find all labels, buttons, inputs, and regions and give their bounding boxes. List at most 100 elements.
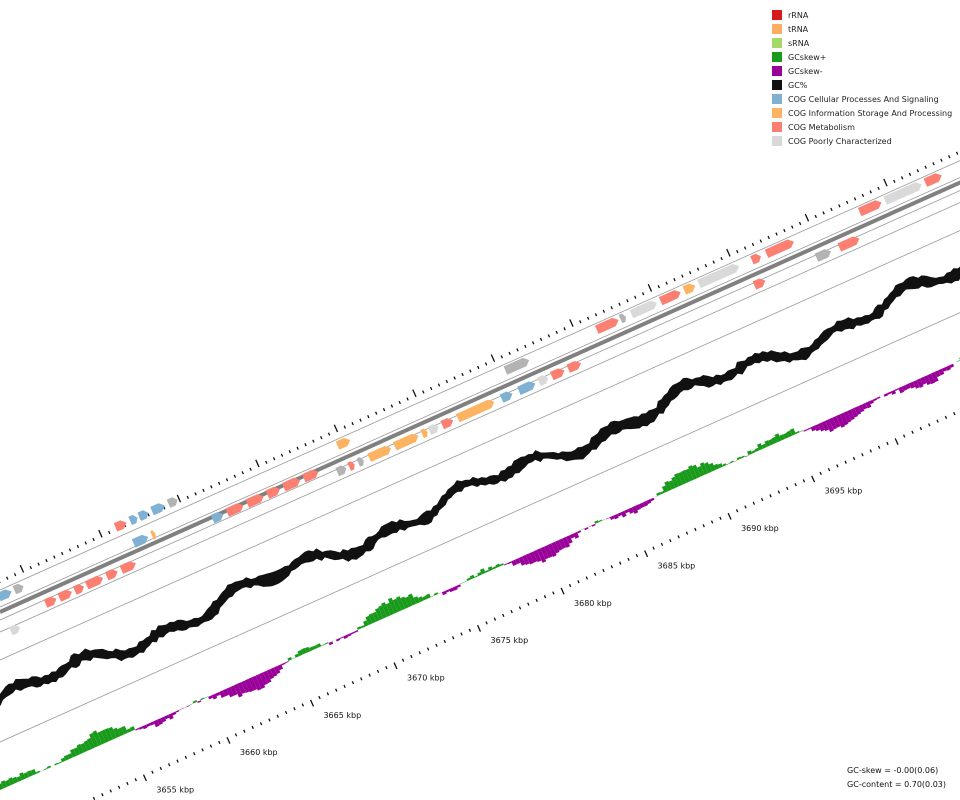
gc-skew-positive-bar <box>422 595 428 601</box>
gc-skew-negative-bar <box>912 380 920 389</box>
outer-tick <box>712 260 715 264</box>
gc-skew-positive-bar <box>774 433 782 443</box>
outer-tick <box>333 424 339 433</box>
kbp-tick <box>735 509 739 513</box>
gc-skew-positive-bar <box>63 754 70 761</box>
outer-tick <box>563 327 566 331</box>
cds-feature-metabolism <box>440 418 454 430</box>
cds-feature-metabolism <box>658 290 681 306</box>
kbp-label: 3670 kbp <box>407 674 445 683</box>
outer-tick <box>883 178 888 187</box>
kbp-tick <box>468 628 472 632</box>
gc-skew-positive-bar <box>661 485 669 493</box>
outer-tick <box>92 537 95 542</box>
gc-skew-negative-bar <box>241 680 250 693</box>
outer-tick <box>814 214 818 219</box>
gc-skew-positive-bar <box>80 742 88 753</box>
kbp-tick <box>593 572 597 576</box>
kbp-tick <box>635 553 639 558</box>
gc-skew-positive-bar <box>783 432 789 439</box>
gc-skew-negative-bar <box>262 670 272 684</box>
track-guide-line <box>0 202 960 633</box>
gc-skew-negative-bar <box>898 386 905 394</box>
legend-item-rrna: rRNA <box>772 8 952 22</box>
gc-skew-negative-bar <box>942 367 948 372</box>
gc-skew-positive-bar <box>499 563 504 567</box>
outer-tick <box>490 354 496 363</box>
gc-skew-positive-bar <box>16 776 22 782</box>
kbp-tick <box>485 621 488 625</box>
gc-skew-negative-bar <box>839 412 849 426</box>
gc-skew-positive-bar <box>204 696 209 699</box>
gc-skew-positive-bar <box>385 602 395 616</box>
kbp-tick <box>669 539 672 543</box>
gc-skew-positive-bar <box>54 762 59 766</box>
kbp-tick <box>126 781 129 786</box>
gc-skew-positive-bar <box>51 765 55 768</box>
gc-skew-negative-bar <box>916 378 924 388</box>
kbp-tick <box>218 740 221 745</box>
gc-skew-positive-bar <box>300 647 307 655</box>
outer-tick <box>19 564 25 573</box>
gc-skew-negative-bar <box>452 585 458 591</box>
outer-tick <box>940 158 943 162</box>
gc-skew-negative-bar <box>591 523 596 527</box>
kbp-tick <box>944 415 948 419</box>
gc-skew-positive-bar <box>708 462 716 472</box>
cds-feature-information <box>682 283 696 295</box>
gc-skew-negative-bar <box>354 629 359 633</box>
gc-skew-positive-bar <box>463 580 468 583</box>
gc-skew-positive-bar <box>73 747 81 756</box>
kbp-tick <box>385 666 388 670</box>
outer-tick <box>743 246 747 250</box>
gc-skew-negative-bar <box>635 504 641 511</box>
outer-tick <box>641 292 645 296</box>
gc-skew-negative-bar <box>624 509 630 514</box>
gc-skew-negative-bar <box>547 543 557 557</box>
gc-skew-negative-bar <box>525 553 534 565</box>
cds-feature-metabolism <box>764 239 794 258</box>
kbp-tick <box>167 763 171 767</box>
gc-skew-positive-bar <box>466 577 471 581</box>
cds-feature-metabolism <box>84 575 104 590</box>
legend-item-cog-cellular: COG Cellular Processes And Signaling <box>772 92 952 106</box>
gc-skew-positive-bar <box>35 770 41 774</box>
outer-tick <box>845 200 849 205</box>
gc-skew-positive-bar <box>126 728 132 733</box>
gc-skew-negative-bar <box>890 389 897 395</box>
gc-skew-negative-bar <box>226 687 234 698</box>
gc-skew-positive-bar <box>89 733 99 748</box>
gc-skew-negative-bar <box>248 677 258 691</box>
kbp-tick <box>193 751 196 756</box>
gc-skew-positive-bar <box>87 737 95 750</box>
gc-skew-positive-bar <box>688 465 698 480</box>
gc-skew-negative-bar <box>160 716 167 723</box>
outer-tick <box>681 274 684 278</box>
kbp-tick <box>618 561 622 565</box>
kbp-tick-ring <box>92 411 956 800</box>
kbp-tick <box>560 587 565 595</box>
kbp-tick <box>685 531 689 535</box>
gc-skew-positive-bar <box>671 476 680 488</box>
outer-tick <box>647 283 653 292</box>
cds-feature-unassigned <box>618 313 626 324</box>
outer-tick <box>618 302 621 306</box>
cds-feature-poorly <box>427 424 439 435</box>
gc-skew-positive-bar <box>692 464 701 479</box>
gc-content-swatch <box>772 80 782 90</box>
cds-feature-metabolism <box>302 469 319 483</box>
gc-skew-negative-bar <box>953 362 957 364</box>
kbp-tick <box>142 774 147 782</box>
gc-skew-negative-bar <box>511 559 517 566</box>
gc-skew-positive-bar <box>418 596 424 603</box>
outer-tick <box>108 530 111 535</box>
legend-item-srna: sRNA <box>772 36 952 50</box>
kbp-tick <box>627 557 630 561</box>
gc-skew-negative-bar <box>178 708 183 711</box>
kbp-tick <box>660 542 664 547</box>
kbp-tick <box>326 692 330 696</box>
kbp-tick <box>401 658 405 662</box>
kbp-tick <box>251 725 254 730</box>
outer-tick <box>343 425 346 429</box>
